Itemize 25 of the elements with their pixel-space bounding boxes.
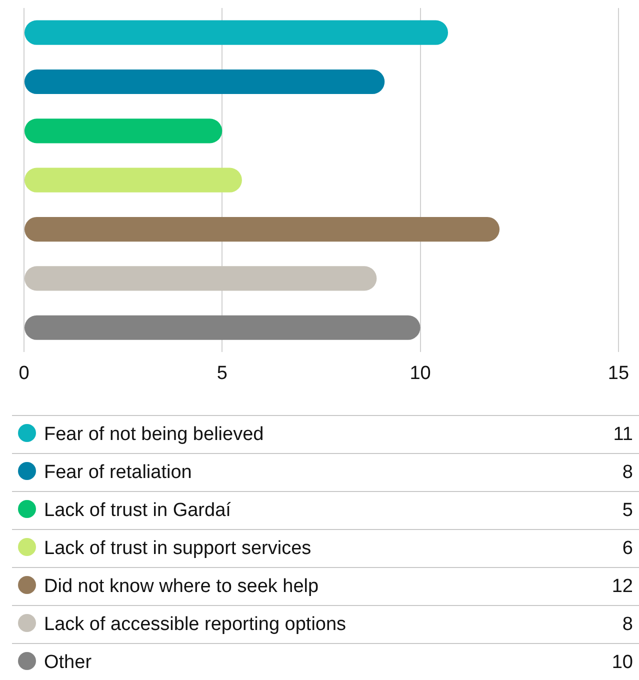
bar: [24, 118, 222, 144]
x-tick-label: 5: [216, 362, 228, 384]
legend-label: Did not know where to seek help: [12, 568, 601, 606]
legend-label: Lack of trust in Gardaí: [12, 492, 601, 530]
bar: [24, 216, 500, 242]
text: 8: [601, 454, 639, 492]
text: 12: [601, 568, 639, 606]
text: 8: [601, 606, 639, 644]
bar: [24, 266, 377, 291]
legend-label: Other: [12, 644, 601, 680]
x-tick-label: 10: [410, 362, 431, 384]
text: 11: [601, 416, 639, 454]
bar: [24, 168, 242, 192]
legend-label: Fear of retaliation: [12, 454, 601, 492]
legend-label: Fear of not being believed: [12, 416, 601, 454]
text: 5: [601, 492, 639, 530]
legend-label: Lack of accessible reporting options: [12, 606, 601, 644]
bar: [24, 20, 448, 45]
x-tick-label: 15: [608, 362, 630, 384]
bar: [24, 69, 385, 94]
text: 6: [601, 530, 639, 568]
text: 10: [601, 644, 639, 680]
x-tick-label: 0: [18, 362, 30, 384]
legend-label: Lack of trust in support services: [12, 530, 601, 568]
bar: [24, 315, 420, 340]
